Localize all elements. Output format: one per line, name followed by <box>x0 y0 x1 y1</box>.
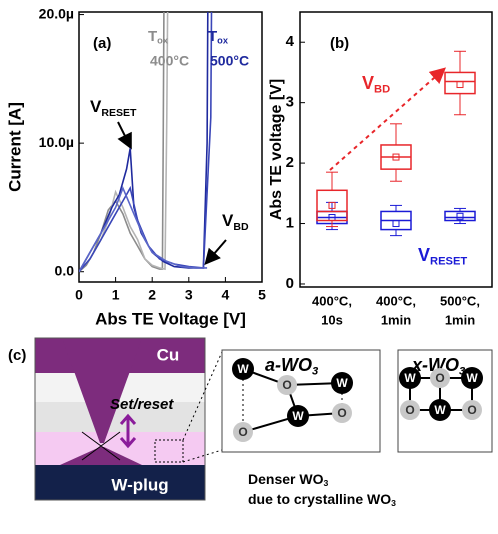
atom-label: W <box>466 371 478 385</box>
y-tick-label: 2 <box>286 154 294 171</box>
x-tick-label: 400°C, <box>312 293 352 308</box>
caption-sub: 3 <box>323 478 328 488</box>
atom-label: W <box>237 362 249 376</box>
x-axis-title: Abs TE Voltage [V] <box>95 309 246 328</box>
x-tick-label: 5 <box>258 287 266 303</box>
structure-title: a-WO3 <box>265 355 319 378</box>
legend-title-main: T <box>148 28 157 45</box>
legend-label: 500°C <box>210 53 249 69</box>
structure-title-main: a-WO <box>265 355 312 375</box>
box-body <box>445 72 475 93</box>
annotation-arrow <box>118 122 130 146</box>
legend-title-sub: ox <box>157 36 169 46</box>
x-tick-label: 1 <box>112 287 120 303</box>
y-tick-label: 1 <box>286 215 294 232</box>
annotation-sub: RESET <box>101 107 137 119</box>
legend-title: Tox <box>148 28 169 46</box>
panel-label: (a) <box>93 35 111 52</box>
y-tick-label: 0.0 <box>55 262 75 278</box>
box <box>381 205 411 235</box>
box <box>317 172 347 226</box>
x-tick-label: 1min <box>381 312 411 327</box>
mean <box>457 213 463 219</box>
box <box>381 124 411 181</box>
y-tick-label: 4 <box>286 33 295 50</box>
y-tick-label: 20.0µ <box>39 5 74 21</box>
y-tick-label: 0 <box>286 275 294 292</box>
atom-label: W <box>434 403 446 417</box>
plot-frame <box>300 12 492 287</box>
x-tick-label: 10s <box>321 312 343 327</box>
mean <box>457 82 463 88</box>
iv-curve <box>79 188 207 272</box>
caption-sub: 3 <box>391 498 396 508</box>
layer-label: Cu <box>157 345 180 364</box>
series-label-sub: BD <box>374 83 390 95</box>
caption-main: Denser WO <box>248 471 324 487</box>
series-label-main: V <box>418 245 430 265</box>
caption: due to crystalline WO3 <box>248 491 396 509</box>
mean <box>393 221 399 227</box>
caption: Denser WO3 <box>248 471 328 489</box>
x-tick-label: 1min <box>445 312 475 327</box>
x-tick-label: 400°C, <box>376 293 416 308</box>
legend-title-main: T <box>208 28 217 45</box>
atom-label: O <box>467 403 476 417</box>
x-tick-label: 3 <box>185 287 193 303</box>
annotation-arrow <box>207 240 226 262</box>
atom-label: W <box>292 409 304 423</box>
legend-label: 400°C <box>150 53 189 69</box>
atom-label: O <box>405 403 414 417</box>
annotation-sub: BD <box>233 221 249 233</box>
box <box>445 208 475 223</box>
series-label-sub: RESET <box>430 255 467 267</box>
x-tick-label: 500°C, <box>440 293 480 308</box>
iv-curve <box>79 12 164 272</box>
annotation: VRESET <box>90 97 137 118</box>
x-tick-label: 0 <box>75 287 83 303</box>
x-tick-label: 4 <box>222 287 230 303</box>
y-tick-label: 10.0µ <box>39 134 74 150</box>
series-label-main: V <box>362 73 374 93</box>
atom-label: W <box>404 371 416 385</box>
figure: 0 1 2 3 4 5 0.0 10.0µ 20.0µ Abs TE Voltage [V] Cur… <box>0 0 498 534</box>
annotation: VBD <box>222 211 249 232</box>
atom-label: O <box>238 425 247 439</box>
box <box>445 51 475 114</box>
y-tick-label: 3 <box>286 94 294 111</box>
atom-label: O <box>282 378 291 392</box>
structure-title-sub: 3 <box>312 365 319 377</box>
annotation-main: V <box>222 211 234 230</box>
panel-label: (c) <box>8 347 26 364</box>
legend-title-sub: ox <box>217 36 229 46</box>
panel-label: (b) <box>330 35 349 52</box>
layer-label: W-plug <box>111 475 168 494</box>
caption-main: due to crystalline WO <box>248 491 391 507</box>
x-tick-label: 2 <box>148 287 156 303</box>
series-label: VRESET <box>418 245 467 268</box>
atom-label: O <box>337 406 346 420</box>
series-label: VBD <box>362 73 390 96</box>
y-axis-title: Abs TE voltage [V] <box>268 79 285 220</box>
atom-label: O <box>435 371 444 385</box>
legend-title: Tox <box>208 28 229 46</box>
annotation-main: V <box>90 97 102 116</box>
action-label: Set/reset <box>110 396 174 413</box>
atom-label: W <box>336 376 348 390</box>
y-axis-title: Current [A] <box>5 102 24 192</box>
